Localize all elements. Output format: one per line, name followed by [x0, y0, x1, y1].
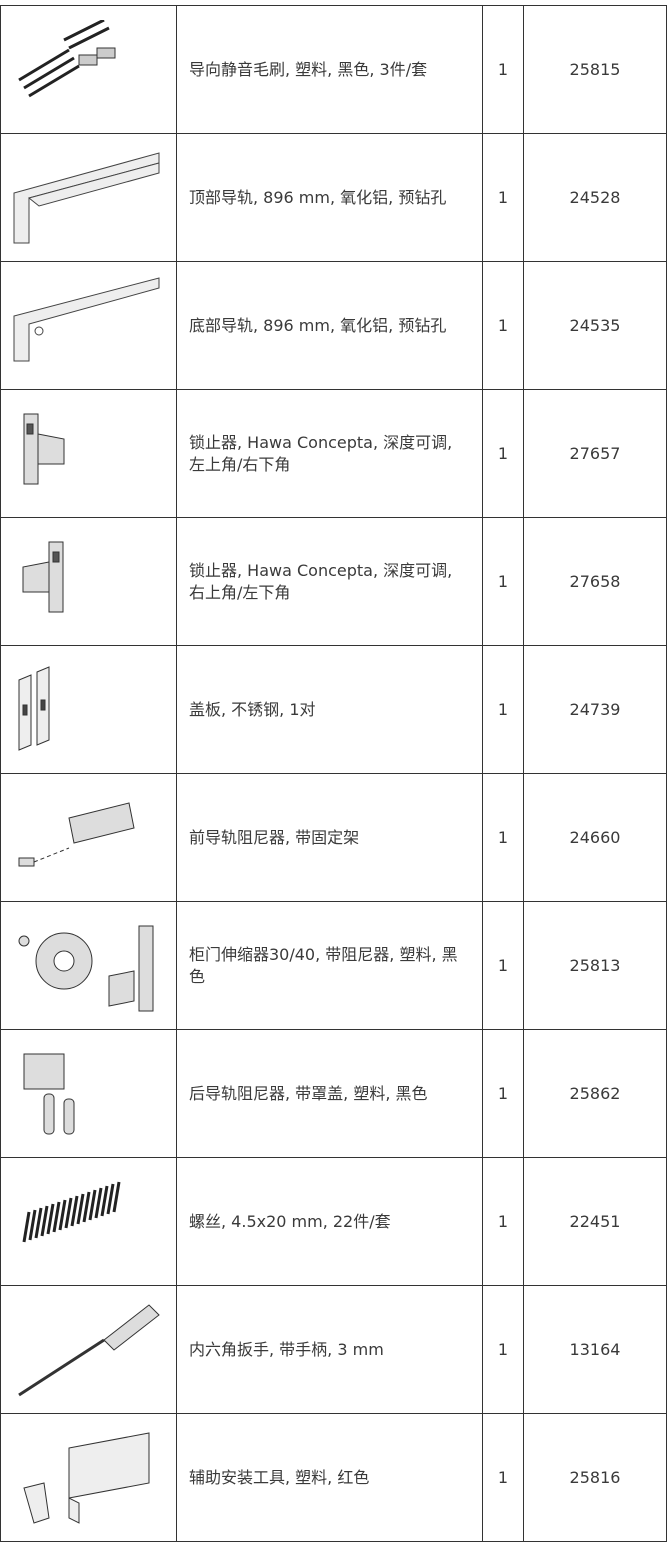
product-image — [0, 1029, 177, 1158]
product-icon — [13, 151, 159, 243]
table-row: 辅助安装工具, 塑料, 红色 1 25816 — [0, 1413, 667, 1542]
product-image — [0, 1157, 177, 1286]
table-row: 后导轨阻尼器, 带罩盖, 塑料, 黑色 1 25862 — [0, 1029, 667, 1158]
product-image — [0, 389, 177, 518]
product-icon — [22, 541, 63, 612]
product-icon — [18, 665, 49, 751]
part-number: 13164 — [523, 1285, 667, 1414]
part-number: 24528 — [523, 133, 667, 262]
table-body: 导向静音毛刷, 塑料, 黑色, 3件/套 1 25815 顶部导轨, 896 mm, … — [0, 5, 667, 1542]
description: 前导轨阻尼器, 带固定架 — [176, 773, 483, 902]
table-row: 前导轨阻尼器, 带固定架 1 24660 — [0, 773, 667, 902]
product-image — [0, 901, 177, 1030]
description: 柜门伸缩器30/40, 带阻尼器, 塑料, 黑色 — [176, 901, 483, 1030]
quantity: 1 — [482, 5, 524, 134]
part-number: 25815 — [523, 5, 667, 134]
table-row: 柜门伸缩器30/40, 带阻尼器, 塑料, 黑色 1 25813 — [0, 901, 667, 1030]
table-row: 顶部导轨, 896 mm, 氧化铝, 预钻孔 1 24528 — [0, 133, 667, 262]
quantity: 1 — [482, 773, 524, 902]
part-number: 27658 — [523, 517, 667, 646]
description: 锁止器, Hawa Concepta, 深度可调, 右上角/左下角 — [176, 517, 483, 646]
quantity: 1 — [482, 1285, 524, 1414]
product-icon — [18, 925, 153, 1011]
description: 辅助安装工具, 塑料, 红色 — [176, 1413, 483, 1542]
table-row: 内六角扳手, 带手柄, 3 mm 1 13164 — [0, 1285, 667, 1414]
product-icon — [18, 801, 135, 866]
part-number: 25862 — [523, 1029, 667, 1158]
product-icon — [23, 1053, 74, 1134]
quantity: 1 — [482, 133, 524, 262]
part-number: 25813 — [523, 901, 667, 1030]
description: 盖板, 不锈钢, 1对 — [176, 645, 483, 774]
product-icon — [23, 413, 64, 484]
product-image — [0, 1413, 177, 1542]
description: 顶部导轨, 896 mm, 氧化铝, 预钻孔 — [176, 133, 483, 262]
part-number: 27657 — [523, 389, 667, 518]
table-row: 导向静音毛刷, 塑料, 黑色, 3件/套 1 25815 — [0, 5, 667, 134]
product-image — [0, 1285, 177, 1414]
product-image — [0, 517, 177, 646]
product-icon — [22, 1431, 149, 1524]
product-icon — [17, 19, 115, 97]
description: 导向静音毛刷, 塑料, 黑色, 3件/套 — [176, 5, 483, 134]
product-icon — [17, 1303, 160, 1396]
description: 后导轨阻尼器, 带罩盖, 塑料, 黑色 — [176, 1029, 483, 1158]
product-image — [0, 645, 177, 774]
part-number: 24739 — [523, 645, 667, 774]
quantity: 1 — [482, 261, 524, 390]
table-row: 螺丝, 4.5x20 mm, 22件/套 1 22451 — [0, 1157, 667, 1286]
description: 螺丝, 4.5x20 mm, 22件/套 — [176, 1157, 483, 1286]
description: 内六角扳手, 带手柄, 3 mm — [176, 1285, 483, 1414]
product-icon — [13, 276, 159, 361]
quantity: 1 — [482, 901, 524, 1030]
product-icon — [22, 1181, 120, 1242]
part-number: 24660 — [523, 773, 667, 902]
table-row: 锁止器, Hawa Concepta, 深度可调, 左上角/右下角 1 27657 — [0, 389, 667, 518]
quantity: 1 — [482, 517, 524, 646]
product-image — [0, 261, 177, 390]
part-number: 24535 — [523, 261, 667, 390]
quantity: 1 — [482, 1413, 524, 1542]
part-number: 22451 — [523, 1157, 667, 1286]
description: 底部导轨, 896 mm, 氧化铝, 预钻孔 — [176, 261, 483, 390]
description: 锁止器, Hawa Concepta, 深度可调, 左上角/右下角 — [176, 389, 483, 518]
part-number: 25816 — [523, 1413, 667, 1542]
table-row: 底部导轨, 896 mm, 氧化铝, 预钻孔 1 24535 — [0, 261, 667, 390]
table-row: 锁止器, Hawa Concepta, 深度可调, 右上角/左下角 1 27658 — [0, 517, 667, 646]
parts-table: 导向静音毛刷, 塑料, 黑色, 3件/套 1 25815 顶部导轨, 896 mm, … — [0, 5, 667, 1542]
quantity: 1 — [482, 645, 524, 774]
table-row: 盖板, 不锈钢, 1对 1 24739 — [0, 645, 667, 774]
quantity: 1 — [482, 389, 524, 518]
product-image — [0, 5, 177, 134]
quantity: 1 — [482, 1029, 524, 1158]
quantity: 1 — [482, 1157, 524, 1286]
product-image — [0, 133, 177, 262]
product-image — [0, 773, 177, 902]
